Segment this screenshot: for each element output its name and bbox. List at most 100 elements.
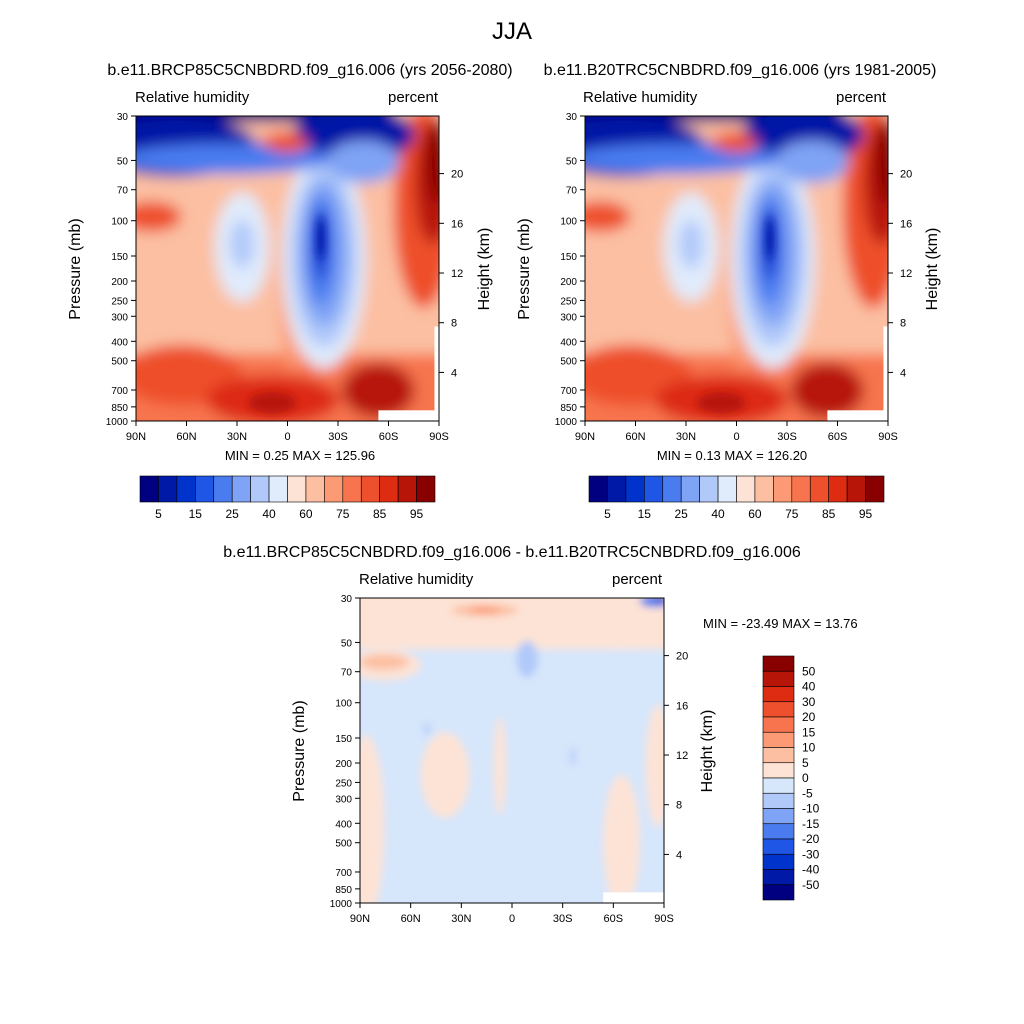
colorbar-swatch [762,701,795,718]
colorbar-label: 25 [675,507,689,521]
colorbar-label: 95 [410,507,424,521]
colorbar-swatch [762,747,795,764]
y2-tick-label: 12 [900,268,912,280]
y-tick-label: 70 [566,186,578,197]
x-tick-label: 30N [227,431,247,443]
y-tick-label: 150 [335,734,352,745]
diff-sh-pos [603,774,640,903]
colorbar-label: 85 [373,507,387,521]
y-tick-label: 50 [117,156,129,167]
y-tick-label: 1000 [106,417,129,428]
colorbar-label: 85 [822,507,836,521]
diff-nh-upper-core [360,654,409,670]
x-tick-label: 30S [328,431,348,443]
colorbar-swatch [139,475,159,503]
colorbar-swatch [588,475,608,503]
y-tick-label: 250 [111,296,128,307]
y-tick-label: 850 [111,403,128,414]
colorbar-swatch [762,869,795,886]
y-tick-label: 50 [566,156,578,167]
x-tick-label: 30S [777,431,797,443]
colorbar-label: 40 [711,507,725,521]
colorbar-swatch [360,475,380,503]
y-tick-label: 850 [560,403,577,414]
y-tick-label: 700 [111,386,128,397]
colorbar-label: 30 [802,695,816,709]
y2-tick-label: 4 [451,367,457,379]
x-tick-label: 90N [126,431,146,443]
y-tick-label: 30 [117,112,129,123]
colorbar-swatch [231,475,251,503]
x-tick-label: 60N [401,913,421,925]
y2-tick-label: 8 [900,318,906,330]
colorbar-swatch [305,475,325,503]
colorbar-swatch [680,475,700,503]
rh-sh-polar-max [875,119,888,205]
y-tick-label: 400 [560,337,577,348]
x-tick-label: 30N [676,431,696,443]
colorbar-swatch [762,884,795,901]
y-tick-label: 300 [111,312,128,323]
y-tick-label: 70 [341,668,353,679]
colorbar-swatch [791,475,811,503]
page-title: JJA [491,18,532,45]
rh-sh-bl-core [791,363,864,418]
colorbar-label: -10 [802,802,820,816]
colorbar-swatch [736,475,756,503]
y2-tick-label: 4 [900,367,906,379]
colorbar-label: -15 [802,817,820,831]
colorbar-label: 60 [299,507,313,521]
colorbar-label: -20 [802,832,820,846]
y-tick-label: 1000 [330,899,353,910]
rh-field-panel2 [585,116,888,421]
colorbar-swatch [846,475,866,503]
y2-tick-label: 8 [451,318,457,330]
rh-nh-upper-moist [585,201,631,232]
diff-sh-neg [570,747,576,766]
rh-sh-polar-max [426,119,439,205]
diff-itcz-pos [493,716,506,815]
y2-tick-label: 20 [451,169,463,181]
colorbar-label: 60 [748,507,762,521]
colorbar-panel1: 5 15 25 40 60 75 85 95 [139,475,436,521]
rh-topo-mask [827,410,888,421]
x-tick-label: 90N [350,913,370,925]
colorbar-swatch [607,475,627,503]
colorbar-swatch [699,475,719,503]
x-tick-label: 90S [429,431,449,443]
colorbar-swatch [762,808,795,825]
rh-nh-dry-core [678,219,704,269]
x-tick-label: 60S [828,431,848,443]
colorbar-swatch [644,475,664,503]
rh-topo-mask-edge [883,326,888,421]
rh-strat-top [136,116,394,123]
panel2-minmax: MIN = 0.13 MAX = 126.20 [656,448,808,463]
rh-ttl-core [715,134,758,153]
rh-nh-upper-moist [136,201,182,232]
colorbar-swatch [762,853,795,870]
rh-topo-mask [378,410,439,421]
x-tick-label: 90S [654,913,674,925]
x-tick-label: 30N [451,913,471,925]
x-tick-label: 0 [733,431,739,443]
colorbar-label: 75 [336,507,350,521]
x-tick-label: 60S [604,913,624,925]
colorbar-swatch [828,475,848,503]
y2-tick-label: 8 [676,800,682,812]
colorbar-label: -5 [802,786,813,800]
colorbar-label: -50 [802,878,820,892]
y-tick-label: 30 [341,594,353,605]
axes-panel2: 90N 60N 30N 0 30S 60S 90S 30 50 70 100 150 200 250 300… [555,112,913,443]
colorbar-swatch [250,475,270,503]
colorbar-label: 10 [802,741,816,755]
x-tick-label: 60N [176,431,196,443]
colorbar-swatch [762,686,795,703]
y-tick-label: 200 [560,277,577,288]
y-tick-label: 30 [566,112,578,123]
y-tick-label: 150 [111,252,128,263]
y-tick-label: 500 [335,839,352,850]
colorbar-swatch [213,475,233,503]
diff-sh-edge-pos [645,704,664,827]
y2-tick-label: 4 [676,849,682,861]
y-tick-label: 850 [335,885,352,896]
